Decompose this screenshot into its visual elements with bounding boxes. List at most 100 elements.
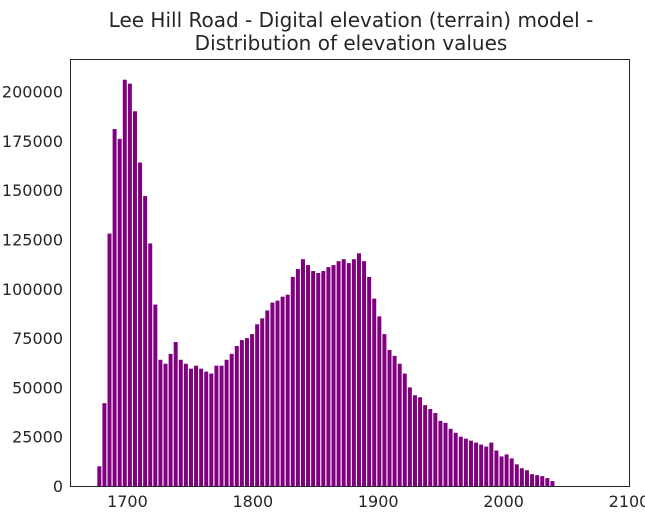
histogram-bar bbox=[326, 267, 331, 486]
histogram-bar bbox=[423, 405, 428, 486]
histogram-bar bbox=[387, 349, 392, 486]
histogram-bar bbox=[321, 271, 326, 486]
histogram-bar bbox=[448, 428, 453, 486]
histogram-bar bbox=[545, 478, 550, 486]
histogram-bar bbox=[356, 253, 361, 486]
histogram-bar bbox=[163, 363, 168, 486]
x-tick-label: 2000 bbox=[483, 492, 524, 511]
histogram-bar bbox=[540, 476, 545, 486]
histogram-bar bbox=[341, 259, 346, 486]
y-tick-label: 150000 bbox=[2, 181, 63, 200]
y-tick-label: 25000 bbox=[12, 428, 63, 447]
histogram-bar bbox=[351, 259, 356, 486]
histogram-bar bbox=[433, 413, 438, 486]
histogram-bar bbox=[107, 233, 112, 486]
histogram-bar bbox=[188, 368, 193, 486]
histogram-bar bbox=[255, 324, 260, 486]
histogram-bar bbox=[402, 373, 407, 486]
histogram-bar bbox=[275, 300, 280, 486]
histogram-bar bbox=[112, 129, 117, 486]
histogram-bar bbox=[468, 440, 473, 486]
histogram-bar bbox=[407, 387, 412, 486]
histogram-bar bbox=[219, 365, 224, 486]
histogram-bar bbox=[428, 409, 433, 486]
histogram-bar bbox=[132, 111, 137, 486]
histogram-bar bbox=[479, 444, 484, 486]
histogram-bar bbox=[484, 446, 489, 486]
histogram-bar bbox=[362, 261, 367, 486]
histogram-bar bbox=[392, 355, 397, 486]
histogram-bar bbox=[382, 334, 387, 486]
histogram-bar bbox=[372, 298, 377, 486]
histogram-bar bbox=[270, 302, 275, 486]
histogram-bar bbox=[168, 353, 173, 486]
histogram-bar bbox=[494, 450, 499, 486]
histogram-bar bbox=[199, 368, 204, 486]
histogram-bar bbox=[158, 359, 163, 486]
histogram-bar bbox=[438, 420, 443, 486]
x-tick-label: 1700 bbox=[107, 492, 148, 511]
histogram-bar bbox=[234, 345, 239, 486]
x-tick-label: 1800 bbox=[232, 492, 273, 511]
histogram-bar bbox=[183, 363, 188, 486]
histogram-bar bbox=[143, 196, 148, 486]
histogram-bar bbox=[250, 334, 255, 486]
histogram-bar bbox=[535, 475, 540, 486]
histogram-bar bbox=[209, 373, 214, 486]
histogram-bar bbox=[265, 310, 270, 486]
histogram-bar bbox=[285, 294, 290, 486]
y-tick-label: 125000 bbox=[2, 230, 63, 249]
histogram-bar bbox=[260, 318, 265, 486]
x-tick-label: 1900 bbox=[358, 492, 399, 511]
y-tick-label: 100000 bbox=[2, 280, 63, 299]
histogram-bar bbox=[377, 316, 382, 486]
histogram-bar bbox=[204, 371, 209, 486]
histogram-bar bbox=[346, 263, 351, 486]
histogram-bar bbox=[463, 438, 468, 486]
histogram-bar bbox=[504, 454, 509, 486]
histogram-bar bbox=[397, 363, 402, 486]
histogram-bar bbox=[306, 265, 311, 486]
histogram-bar bbox=[173, 342, 178, 486]
histogram-bar bbox=[290, 276, 295, 486]
histogram-bar bbox=[138, 162, 143, 486]
y-tick-label: 175000 bbox=[2, 132, 63, 151]
histogram-bar bbox=[148, 243, 153, 486]
histogram-bar bbox=[458, 436, 463, 486]
chart-title-line-2: Distribution of elevation values bbox=[195, 31, 508, 55]
histogram-bar bbox=[474, 442, 479, 486]
histogram-bar bbox=[153, 304, 158, 486]
histogram-bar bbox=[524, 470, 529, 486]
plot-frame bbox=[70, 59, 630, 487]
histogram-bar bbox=[412, 395, 417, 486]
histogram-bar bbox=[178, 359, 183, 486]
histogram-bar bbox=[530, 474, 535, 486]
histogram-bar bbox=[97, 466, 102, 486]
histogram-bar bbox=[453, 432, 458, 486]
histogram-bar bbox=[300, 259, 305, 486]
histogram-bar bbox=[311, 271, 316, 486]
histogram-bar bbox=[509, 458, 514, 486]
chart-title-line-1: Lee Hill Road - Digital elevation (terra… bbox=[109, 8, 594, 32]
histogram-bar bbox=[489, 442, 494, 486]
x-tick-label: 2100 bbox=[609, 492, 645, 511]
histogram-bar bbox=[280, 296, 285, 486]
histogram-bar bbox=[214, 365, 219, 486]
histogram-bar bbox=[519, 468, 524, 486]
histogram-bar bbox=[239, 340, 244, 486]
histogram-bar bbox=[443, 422, 448, 486]
y-axis-ticks: 0 25000 50000 75000 100000 125000 150000 175000… bbox=[2, 83, 63, 496]
histogram-bar bbox=[316, 273, 321, 486]
histogram-bar bbox=[336, 261, 341, 486]
histogram-bar bbox=[499, 456, 504, 486]
x-axis-ticks: 1700 1800 1900 2000 2100 bbox=[107, 492, 645, 511]
histogram-bar bbox=[224, 359, 229, 486]
histogram-bar bbox=[514, 464, 519, 486]
histogram-bar bbox=[117, 138, 122, 486]
histogram-bar bbox=[418, 397, 423, 486]
histogram-bar bbox=[194, 365, 199, 486]
y-tick-label: 200000 bbox=[2, 83, 63, 102]
histogram-bars bbox=[97, 79, 555, 487]
y-tick-label: 50000 bbox=[12, 378, 63, 397]
